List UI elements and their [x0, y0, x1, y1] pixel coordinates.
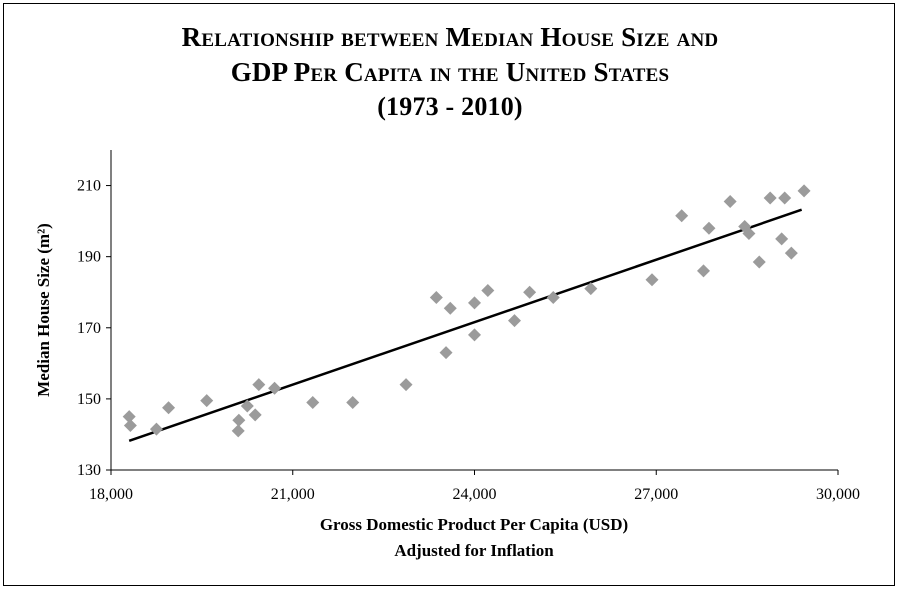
x-tick-label: 30,000: [816, 486, 860, 503]
data-point: [584, 282, 598, 296]
data-point: [122, 410, 136, 424]
data-point: [697, 264, 711, 278]
data-point: [429, 291, 443, 305]
data-point: [675, 209, 689, 223]
data-point: [468, 328, 481, 342]
trendline: [128, 208, 803, 443]
data-point: [306, 395, 320, 409]
data-point: [248, 408, 262, 422]
y-axis-label: Median House Size (m²): [34, 223, 53, 397]
data-point: [123, 419, 137, 433]
data-point: [507, 314, 521, 328]
data-point: [797, 184, 811, 198]
y-tick-label: 150: [77, 391, 101, 408]
x-tick-label: 24,000: [453, 486, 497, 503]
data-point: [546, 291, 560, 305]
y-tick-label: 130: [77, 462, 101, 479]
chart-title-line-1: Relationship between Median House Size a…: [181, 22, 719, 52]
data-point: [468, 296, 481, 310]
data-point: [723, 195, 737, 209]
data-point: [268, 381, 282, 395]
data-point: [231, 424, 245, 438]
x-tick-label: 21,000: [271, 486, 315, 503]
axis-labels: Gross Domestic Product Per Capita (USD) A…: [34, 223, 628, 560]
data-point: [784, 246, 798, 260]
data-point: [162, 401, 176, 415]
data-point: [399, 378, 413, 392]
trendline-layer: [128, 208, 803, 443]
data-point: [742, 227, 756, 241]
chart-title-line-2: GDP Per Capita in the United States: [230, 57, 670, 87]
data-point: [645, 273, 659, 287]
data-point: [752, 255, 766, 269]
y-tick-label: 210: [77, 178, 101, 195]
data-point: [346, 395, 360, 409]
x-tick-label: 27,000: [634, 486, 678, 503]
data-point: [149, 422, 163, 436]
y-tick-label: 170: [77, 320, 101, 337]
data-point: [443, 301, 457, 315]
data-point: [778, 191, 792, 205]
data-point: [702, 221, 716, 235]
chart-frame: [3, 3, 895, 586]
data-point: [523, 285, 537, 299]
data-point: [232, 413, 246, 427]
x-axis-label-line-2: Adjusted for Inflation: [394, 541, 554, 560]
data-point: [439, 346, 453, 360]
data-point: [240, 399, 254, 413]
x-tick-label: 18,000: [89, 486, 133, 503]
x-axis-label-line-1: Gross Domestic Product Per Capita (USD): [320, 515, 628, 534]
data-point: [763, 191, 777, 205]
points-layer: [122, 184, 811, 438]
axes: 130 150 170 190 210 18,000 21,000 24,000 27,000 3…: [77, 150, 860, 503]
y-tick-label: 190: [77, 249, 101, 266]
chart-title-line-3: (1973 - 2010): [377, 92, 523, 121]
data-point: [200, 394, 214, 408]
data-point: [252, 378, 266, 392]
data-point: [775, 232, 789, 246]
data-point: [481, 283, 495, 297]
